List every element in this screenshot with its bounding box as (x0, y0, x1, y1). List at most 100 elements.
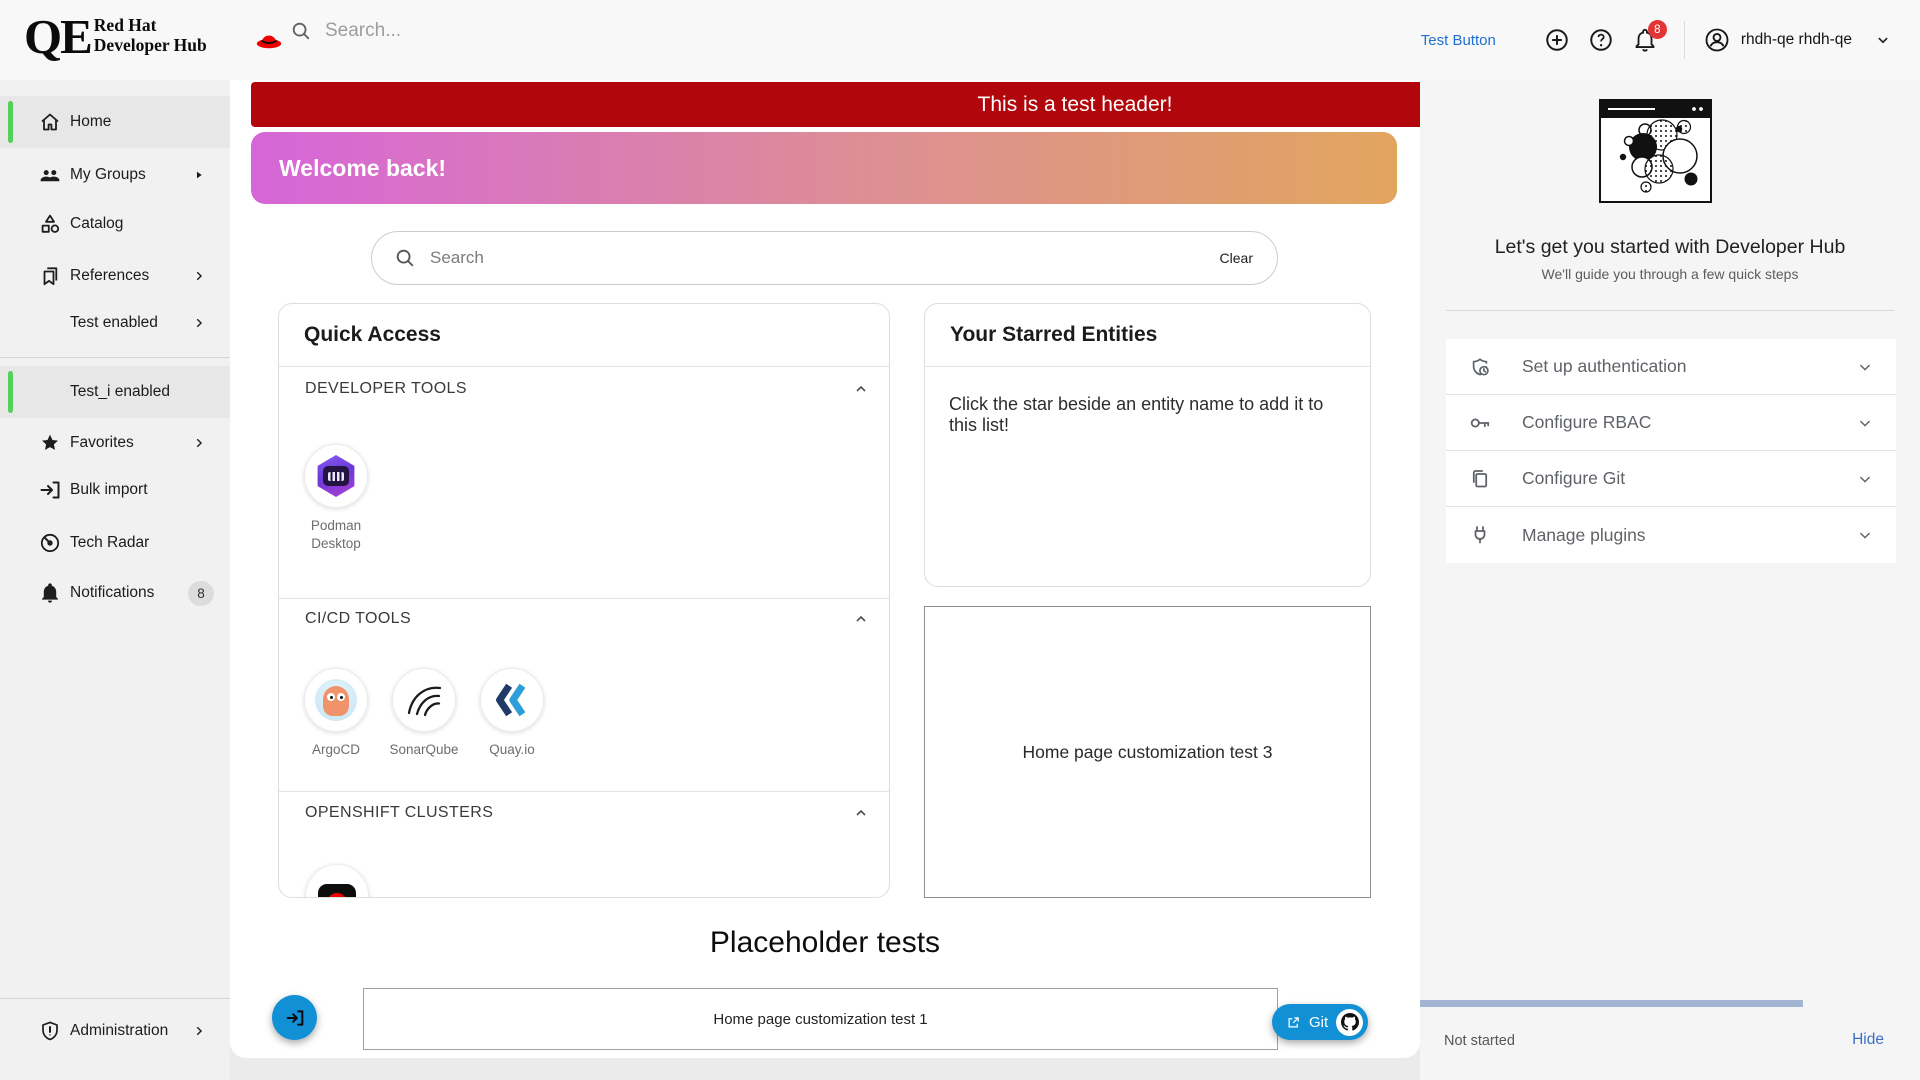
argocd-icon (315, 679, 357, 721)
star-icon (42, 434, 58, 450)
quay-icon (496, 683, 526, 717)
notification-count-badge: 8 (1647, 20, 1667, 39)
bookmarks-icon (43, 267, 58, 286)
tool-openshift-cluster[interactable] (305, 864, 369, 897)
step-set-up-authentication[interactable]: Set up authentication (1446, 339, 1896, 395)
section-title: DEVELOPER TOOLS (305, 380, 467, 397)
search-icon (396, 249, 414, 267)
home-search-input[interactable] (430, 248, 1220, 268)
onboarding-illustration (1599, 99, 1712, 203)
tool-avatar (480, 668, 544, 732)
placeholder-tests-heading: Placeholder tests (709, 926, 941, 959)
onboarding-subtitle: We'll guide you through a few quick step… (1541, 266, 1799, 282)
onboarding-status: Not started (1444, 1033, 1515, 1049)
hide-button[interactable]: Hide (1852, 1031, 1884, 1048)
step-label: Configure RBAC (1522, 412, 1652, 432)
test-button[interactable]: Test Button (1420, 31, 1496, 49)
developer-tools-row: Podman Desktop (294, 444, 378, 552)
sidebar-item-label: Tech Radar (70, 534, 150, 551)
section-header-developer-tools[interactable]: DEVELOPER TOOLS (305, 380, 869, 398)
global-search (290, 20, 845, 42)
notifications-button[interactable]: 8 (1632, 20, 1667, 53)
sidebar-notification-badge: 8 (188, 580, 214, 606)
user-menu[interactable]: rhdh-qe rhdh-qe (1703, 26, 1892, 54)
add-button[interactable] (1544, 27, 1570, 53)
git-feedback-button[interactable]: Git (1272, 1004, 1369, 1040)
tool-label: Quay.io (489, 742, 535, 757)
tool-avatar (392, 668, 456, 732)
github-icon (1336, 1008, 1364, 1036)
section-title: OPENSHIFT CLUSTERS (305, 804, 494, 821)
app-logo: QE Red Hat Developer Hub (24, 9, 207, 64)
bell-icon (42, 583, 58, 603)
section-header-openshift-clusters[interactable]: OPENSHIFT CLUSTERS (305, 804, 869, 822)
chevron-right-icon (196, 318, 203, 328)
groups-icon (40, 170, 60, 182)
sidebar-item-tech-radar[interactable]: Tech Radar (0, 517, 230, 569)
tool-label: ArgoCD (311, 742, 360, 757)
header-actions: Test Button 8 rhdh-qe rhdh-qe (1421, 0, 1892, 80)
red-hat-icon (256, 30, 282, 49)
section-header-cicd-tools[interactable]: CI/CD TOOLS (305, 610, 869, 628)
plug-icon (1474, 526, 1486, 544)
sidebar-item-favorites[interactable]: Favorites (0, 417, 230, 469)
chevron-right-icon (196, 1026, 203, 1036)
help-button[interactable] (1588, 27, 1614, 53)
user-name: rhdh-qe rhdh-qe (1740, 31, 1852, 48)
sidebar-item-label: Favorites (70, 434, 134, 451)
sidebar-item-test-i-enabled[interactable]: Test_i enabled (0, 366, 230, 418)
onboarding-steps: Set up authentication Configure RBAC Con… (1446, 339, 1896, 563)
chevron-down-icon (1859, 420, 1871, 427)
quick-access-card: Quick Access DEVELOPER TOOLS Podman Desk… (278, 303, 890, 898)
chevron-down-icon (1859, 364, 1871, 371)
tool-quay-io[interactable]: Quay.io (470, 668, 554, 759)
global-search-input[interactable] (325, 20, 845, 42)
plus-circle-icon (1546, 29, 1568, 51)
sidebar-item-test-enabled[interactable]: Test enabled (0, 297, 230, 349)
tool-argocd[interactable]: ArgoCD (294, 668, 378, 759)
help-circle-icon (1590, 29, 1612, 51)
sidebar-item-label: Test enabled (70, 314, 158, 331)
sidebar-item-notifications[interactable]: Notifications 8 (0, 567, 230, 619)
active-indicator (8, 101, 13, 143)
chevron-down-icon (1859, 532, 1871, 539)
starred-empty-text: Click the star beside an entity name to … (949, 394, 1324, 435)
step-manage-plugins[interactable]: Manage plugins (1446, 507, 1896, 563)
chevron-up-icon (856, 809, 866, 816)
home-customization-test-1-box: Home page customization test 1 (363, 988, 1278, 1050)
clear-button[interactable]: Clear (1219, 250, 1253, 266)
openshift-icon (318, 884, 356, 897)
sidebar-item-bulk-import[interactable]: Bulk import (0, 464, 230, 516)
step-label: Set up authentication (1522, 356, 1687, 376)
tool-sonarqube[interactable]: SonarQube (382, 668, 466, 759)
step-configure-rbac[interactable]: Configure RBAC (1446, 395, 1896, 451)
logo-line2: Developer Hub (93, 34, 207, 55)
chevron-up-icon (856, 615, 866, 622)
tool-podman-desktop[interactable]: Podman Desktop (294, 444, 378, 552)
logo-title: Red Hat Developer Hub (93, 15, 207, 58)
section-divider (279, 791, 889, 792)
step-configure-git[interactable]: Configure Git (1446, 451, 1896, 507)
sidebar-divider (0, 357, 230, 358)
panel-divider (1446, 310, 1894, 311)
tool-label: SonarQube (389, 742, 459, 757)
sidebar-item-references[interactable]: References (0, 250, 230, 302)
sidebar-item-catalog[interactable]: Catalog (0, 198, 230, 250)
chevron-right-icon (196, 271, 203, 281)
step-label: Manage plugins (1522, 524, 1646, 545)
tool-avatar (304, 444, 368, 508)
sidebar-item-label: Bulk import (70, 481, 148, 498)
logo-monogram: QE (24, 9, 93, 64)
card-header: Your Starred Entities (925, 304, 1370, 367)
section-divider (279, 598, 889, 599)
floating-login-button[interactable] (272, 995, 317, 1040)
sidebar-item-label: Notifications (70, 584, 155, 601)
sidebar-item-home[interactable]: Home (0, 96, 230, 148)
onboarding-panel: Let's get you started with Developer Hub… (1420, 80, 1920, 1080)
sidebar-item-label: Home (70, 113, 112, 130)
sidebar-item-administration[interactable]: Administration (0, 1005, 230, 1057)
authentication-icon (1472, 357, 1489, 376)
sidebar-item-label: Catalog (70, 215, 124, 232)
sidebar-item-my-groups[interactable]: My Groups (0, 149, 230, 201)
onboarding-progress-bar (1420, 1000, 1803, 1007)
